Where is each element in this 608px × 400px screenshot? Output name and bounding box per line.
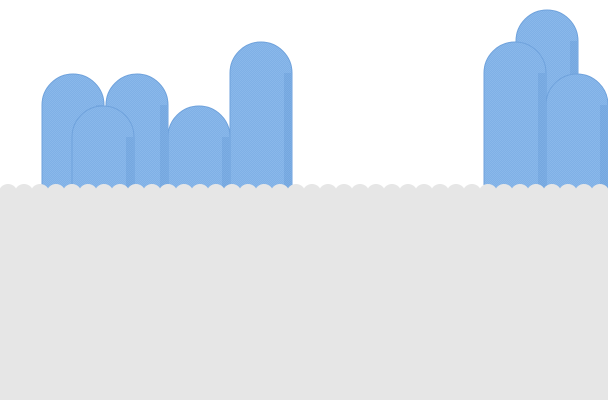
- ground-bump: [239, 184, 257, 200]
- ground-bump: [103, 195, 121, 209]
- ground-bump: [71, 195, 89, 209]
- ground-bump: [431, 184, 449, 200]
- ground-bump: [335, 184, 353, 200]
- ground-bump: [55, 195, 73, 209]
- ground-bump: [543, 184, 561, 200]
- ground-bump: [135, 195, 153, 209]
- ground-bump: [39, 195, 57, 209]
- ground-bump: [591, 184, 608, 200]
- ground-bump: [463, 184, 481, 200]
- ground-bump: [447, 184, 465, 200]
- ground-bump: [255, 184, 273, 200]
- pillar: [229, 41, 293, 191]
- pillar-shade: [284, 73, 291, 190]
- pillars-group: [41, 9, 608, 206]
- ground-bump: [319, 184, 337, 200]
- ground-bump: [559, 184, 577, 200]
- ground-bump: [575, 184, 593, 200]
- ground-bump: [495, 184, 513, 200]
- pillar-shade: [600, 105, 607, 190]
- ground-base: [0, 195, 608, 400]
- pillar-shade: [126, 137, 133, 205]
- ground-bump: [211, 195, 229, 209]
- ground-bump: [287, 184, 305, 200]
- pillar: [545, 73, 608, 191]
- pillar-shade: [538, 73, 545, 190]
- pillar: [483, 41, 547, 191]
- ground-bump: [351, 184, 369, 200]
- ground-bump: [15, 184, 33, 200]
- ground-bump: [399, 184, 417, 200]
- ground-bump: [163, 195, 181, 209]
- ground-bump: [195, 195, 213, 209]
- pillar: [71, 105, 135, 206]
- ground-bump: [511, 184, 529, 200]
- ground-bump: [271, 184, 289, 200]
- ground-bump: [383, 184, 401, 200]
- ground: [0, 184, 608, 400]
- ground-bump: [0, 184, 17, 200]
- ground-bump: [119, 195, 137, 209]
- ground-bump: [527, 184, 545, 200]
- ground-bump: [415, 184, 433, 200]
- ground-bump: [303, 184, 321, 200]
- ground-bump: [227, 195, 245, 209]
- pillar-shade: [160, 105, 167, 190]
- pillar-shade: [222, 137, 229, 205]
- pillar: [167, 105, 231, 206]
- ground-bump: [367, 184, 385, 200]
- ground-bump: [479, 184, 497, 200]
- ground-bump: [179, 195, 197, 209]
- ground-bump: [87, 195, 105, 209]
- ground-bumps: [0, 184, 608, 209]
